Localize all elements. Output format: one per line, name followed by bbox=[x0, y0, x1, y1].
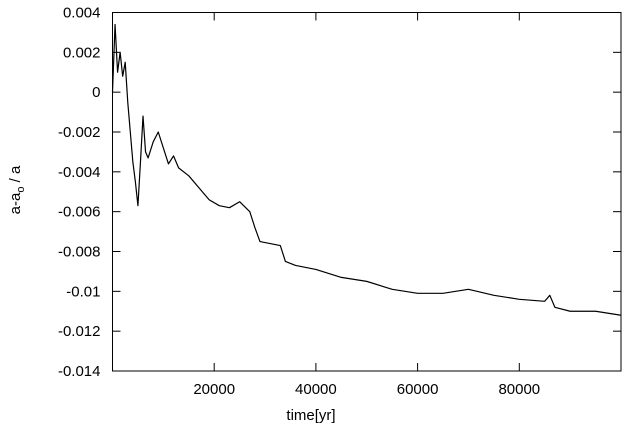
y-tick-label: -0.004 bbox=[58, 164, 101, 181]
y-tick-label: -0.01 bbox=[66, 283, 100, 300]
y-label-main: a-a bbox=[7, 192, 24, 214]
y-label-sub: o bbox=[15, 187, 27, 193]
y-tick-label: 0 bbox=[92, 84, 100, 101]
y-tick-label: -0.012 bbox=[58, 323, 101, 340]
y-tick-label: -0.006 bbox=[58, 204, 101, 221]
x-tick-label: 60000 bbox=[397, 381, 439, 398]
x-tick-label: 20000 bbox=[193, 381, 235, 398]
y-tick-label: -0.014 bbox=[58, 363, 101, 380]
y-axis-label: a-ao / a bbox=[7, 165, 27, 214]
y-tick-label: 0.002 bbox=[63, 44, 101, 61]
y-tick-label: -0.002 bbox=[58, 124, 101, 141]
plot-frame bbox=[112, 12, 622, 372]
data-line bbox=[111, 23, 622, 316]
y-label-rest: / a bbox=[7, 165, 24, 187]
x-tick-label: 40000 bbox=[295, 381, 337, 398]
x-tick-label: 80000 bbox=[498, 381, 540, 398]
x-axis-label: time[yr] bbox=[286, 407, 335, 424]
y-tick-label: 0.004 bbox=[63, 5, 101, 22]
y-tick-label: -0.008 bbox=[58, 244, 101, 261]
